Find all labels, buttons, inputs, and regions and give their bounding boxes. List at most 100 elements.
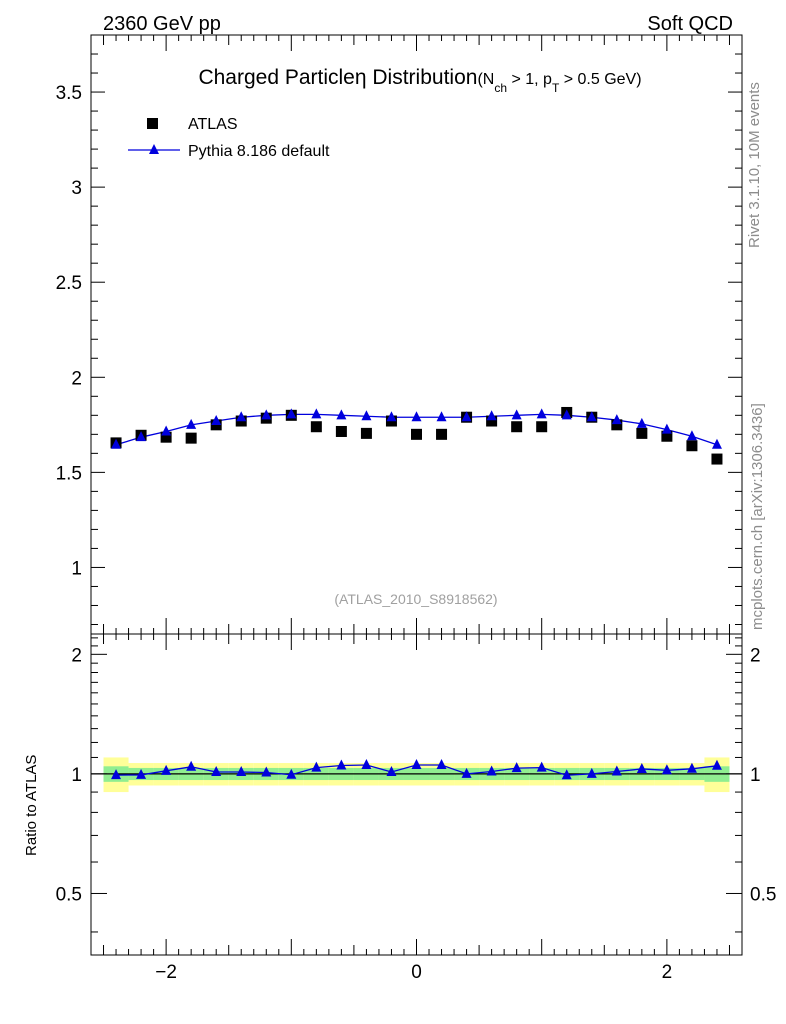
pythia-point [611, 414, 622, 425]
x-tick-labels: −2 0 2 [155, 962, 672, 983]
pythia-point [186, 418, 197, 429]
pythia-point [711, 438, 722, 449]
ratio-y-tick-label-right: 2 [750, 645, 761, 666]
atlas-point [411, 428, 422, 440]
atlas-point [711, 453, 723, 465]
main-y-tick-label: 1.5 [56, 463, 82, 484]
pythia-point [236, 411, 247, 422]
ratio-point [236, 766, 247, 777]
ratio-point [536, 761, 547, 772]
ratio-point [161, 764, 172, 775]
x-tick-label: 0 [411, 962, 422, 983]
main-y-tick-label: 2.5 [56, 273, 82, 294]
pythia-point [161, 425, 172, 436]
atlas-point [335, 425, 347, 437]
legend-pythia-marker [149, 144, 159, 154]
ratio-point [411, 758, 422, 769]
pythia-point [411, 411, 422, 422]
ratio-point [636, 762, 647, 773]
ratio-point [486, 765, 497, 776]
atlas-point [486, 415, 498, 427]
ratio-y-tick-labels: 0.5 0.5 1 1 2 2 [56, 645, 777, 905]
ratio-point [461, 767, 472, 778]
ratio-y-axis-title: Ratio to ATLAS [23, 755, 40, 856]
chart-title: Charged Particleη Distribution(Nch > 1, … [198, 66, 641, 95]
pythia-point [286, 408, 297, 419]
pythia-point [261, 409, 272, 420]
atlas-point [686, 440, 698, 452]
ratio-point [561, 769, 572, 780]
ratio-point [386, 766, 397, 777]
atlas-point [160, 431, 172, 443]
main-axis-ticks [90, 34, 743, 634]
legend-atlas-marker [147, 118, 158, 129]
ratio-panel: 0.5 0.5 1 1 2 2 −2 0 2 Ratio to ATLAS [23, 633, 777, 983]
atlas-point [636, 427, 648, 439]
pythia-point [361, 410, 372, 421]
ratio-point [311, 761, 322, 772]
ratio-frame [90, 633, 743, 956]
pythia-point [486, 410, 497, 421]
pythia-point [386, 411, 397, 422]
atlas-point [310, 421, 322, 433]
header-right: Soft QCD [647, 13, 733, 35]
ratio-point [286, 768, 297, 779]
x-tick-label: 2 [662, 962, 673, 983]
mcplots-label: mcplots.cern.ch [arXiv:1306.3436] [749, 403, 766, 630]
x-tick-label: −2 [155, 962, 177, 983]
ratio-point [611, 765, 622, 776]
ratio-y-tick-label: 0.5 [56, 884, 82, 905]
ratio-y-tick-label: 1 [71, 765, 82, 786]
analysis-id: (ATLAS_2010_S8918562) [334, 591, 497, 607]
ratio-point [436, 758, 447, 769]
pythia-markers [111, 408, 722, 449]
atlas-point [436, 428, 448, 440]
pythia-point [111, 438, 122, 449]
pythia-point [336, 409, 347, 420]
main-y-tick-label: 2 [71, 368, 82, 389]
pythia-point [461, 411, 472, 422]
ratio-point [686, 762, 697, 773]
main-y-tick-label: 3.5 [56, 83, 82, 104]
atlas-point [360, 427, 372, 439]
ratio-y-tick-label-right: 0.5 [750, 884, 776, 905]
pythia-point [536, 408, 547, 419]
pythia-point [636, 417, 647, 428]
ratio-y-tick-label: 2 [71, 645, 82, 666]
ratio-markers [111, 758, 722, 780]
pythia-point [511, 409, 522, 420]
ratio-point [111, 769, 122, 780]
ratio-point [511, 762, 522, 773]
legend-pythia-label: Pythia 8.186 default [188, 143, 330, 160]
main-y-tick-labels: 1 1.5 2 2.5 3 3.5 [56, 83, 82, 579]
pythia-point [561, 409, 572, 420]
ratio-point [261, 766, 272, 777]
ratio-point [136, 768, 147, 779]
ratio-y-tick-label-right: 1 [750, 765, 761, 786]
pythia-point [686, 430, 697, 441]
main-y-tick-label: 1 [71, 558, 82, 579]
ratio-point [186, 760, 197, 771]
pythia-point [211, 415, 222, 426]
pythia-point [136, 431, 147, 442]
ratio-point [361, 758, 372, 769]
ratio-point [711, 759, 722, 770]
ratio-point [336, 759, 347, 770]
main-y-tick-label: 3 [71, 178, 82, 199]
ratio-axis-ticks [90, 634, 743, 955]
legend: ATLAS Pythia 8.186 default [128, 116, 330, 160]
pythia-point [661, 423, 672, 434]
rivet-label: Rivet 3.1.10, 10M events [746, 82, 763, 248]
atlas-point [611, 419, 623, 431]
ratio-point [661, 764, 672, 775]
main-panel: 1 1.5 2 2.5 3 3.5 Charged Particleη Distribut… [56, 34, 743, 635]
atlas-point [185, 432, 197, 444]
atlas-point [511, 421, 523, 433]
pythia-point [311, 408, 322, 419]
ratio-point [211, 766, 222, 777]
ratio-point [586, 767, 597, 778]
pythia-point [436, 411, 447, 422]
header-left: 2360 GeV pp [103, 13, 221, 35]
pythia-point [586, 411, 597, 422]
